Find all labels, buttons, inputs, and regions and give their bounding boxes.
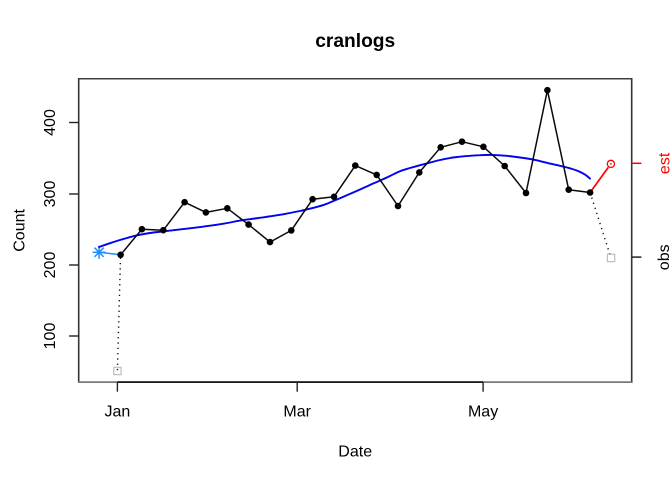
svg-text:200: 200 <box>42 252 59 279</box>
svg-text:cranlogs: cranlogs <box>315 31 395 52</box>
svg-text:300: 300 <box>42 181 59 208</box>
svg-text:Count: Count <box>12 209 29 252</box>
svg-text:obs: obs <box>656 244 672 270</box>
svg-text:100: 100 <box>42 323 59 350</box>
svg-text:Jan: Jan <box>105 403 131 420</box>
svg-text:Mar: Mar <box>283 403 311 420</box>
svg-text:Date: Date <box>338 444 372 461</box>
svg-text:May: May <box>468 403 498 420</box>
svg-text:400: 400 <box>42 109 59 136</box>
svg-text:est: est <box>656 152 672 174</box>
